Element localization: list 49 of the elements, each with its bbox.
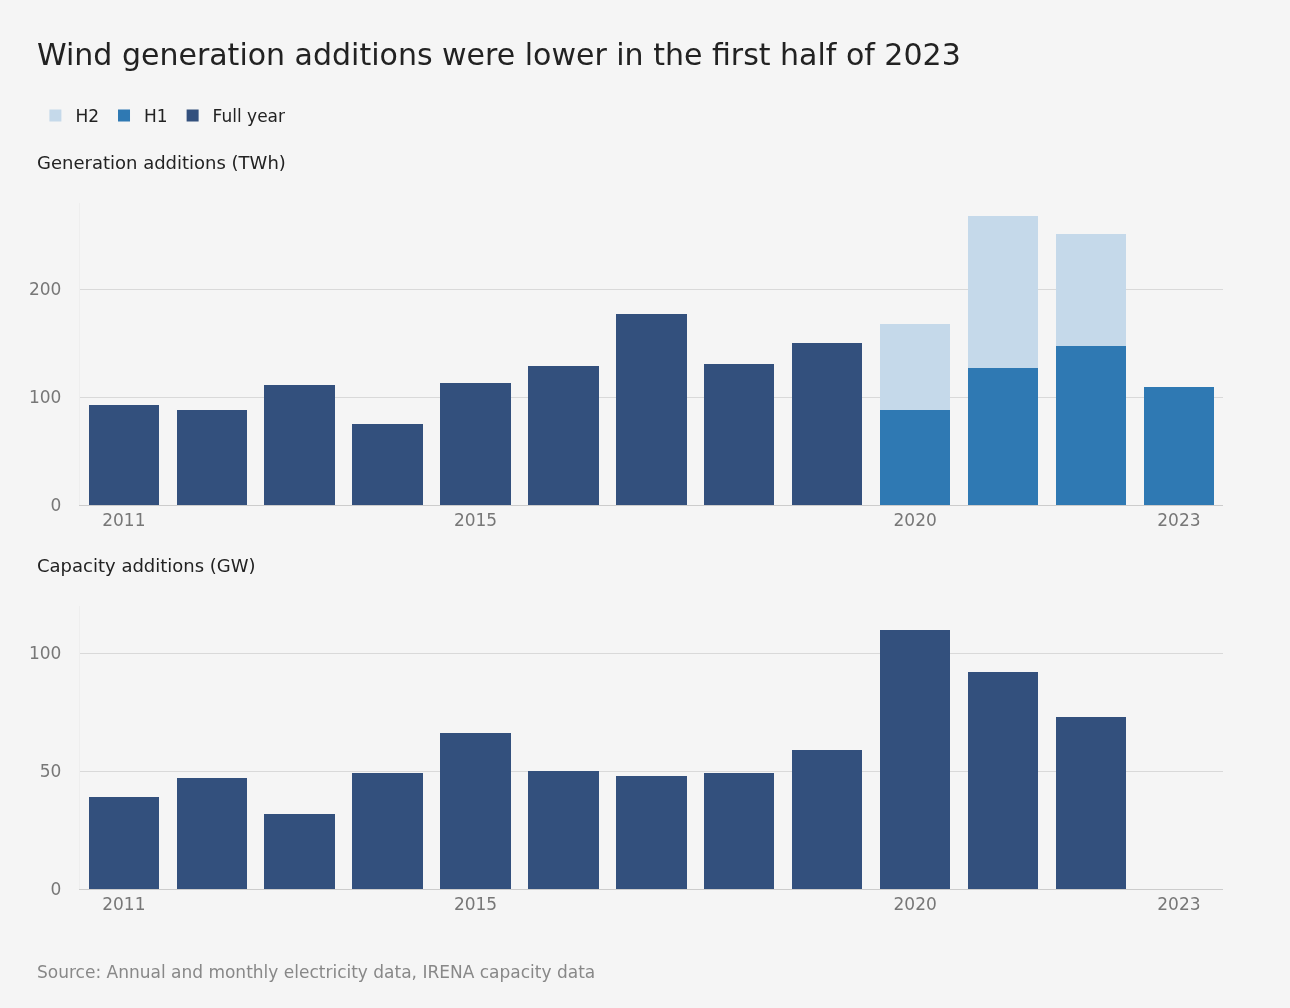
legend-label: H2: [75, 106, 100, 127]
bar: [88, 797, 159, 890]
x-tick-label: 2011: [102, 510, 146, 531]
bar: [352, 424, 423, 505]
y-tick-label: 200: [29, 279, 62, 300]
bar: [264, 385, 335, 505]
bar: [967, 215, 1039, 368]
x-tick-label: 2011: [102, 894, 146, 915]
bar: [879, 629, 951, 890]
bar: [440, 733, 511, 890]
bar: [616, 775, 687, 890]
bar: [879, 323, 951, 411]
bar: [1055, 716, 1127, 890]
x-tick-label: 2023: [1157, 894, 1201, 915]
bar: [879, 410, 951, 505]
y-tick-label: 100: [29, 643, 62, 664]
y-axis-title: Capacity additions (GW): [37, 555, 256, 576]
bar: [528, 771, 599, 890]
bar: [1055, 234, 1127, 347]
bar: [704, 363, 775, 505]
bar: [967, 672, 1039, 890]
x-tick-label: 2015: [453, 894, 498, 915]
bar: [967, 367, 1039, 505]
bar: [704, 773, 775, 890]
bar: [616, 314, 687, 505]
source-note: Source: Annual and monthly electricity data, IRENA capacity data: [37, 962, 596, 982]
bar: [792, 749, 863, 890]
x-tick-label: 2020: [893, 510, 937, 531]
x-tick-label: 2020: [893, 894, 937, 915]
bar: [176, 778, 247, 890]
bar: [440, 383, 511, 505]
x-tick-label: 2023: [1157, 510, 1201, 531]
bar: [264, 813, 335, 890]
bar: [528, 365, 599, 505]
bar: [352, 773, 423, 890]
x-tick-label: 2015: [453, 510, 498, 531]
bar: [1055, 346, 1127, 505]
bar: [792, 343, 863, 505]
legend-label: Full year: [212, 106, 286, 127]
y-axis-title: Generation additions (TWh): [37, 152, 286, 173]
bar: [176, 410, 247, 505]
bar: [88, 404, 159, 505]
y-tick-label: 0: [50, 879, 62, 900]
legend-label: H1: [144, 106, 168, 127]
y-tick-label: 50: [39, 761, 62, 782]
y-tick-label: 100: [29, 387, 62, 408]
chart-title: Wind generation additions were lower in the first half of 2023: [37, 37, 961, 72]
bar: [1143, 387, 1215, 505]
y-tick-label: 0: [50, 494, 62, 515]
